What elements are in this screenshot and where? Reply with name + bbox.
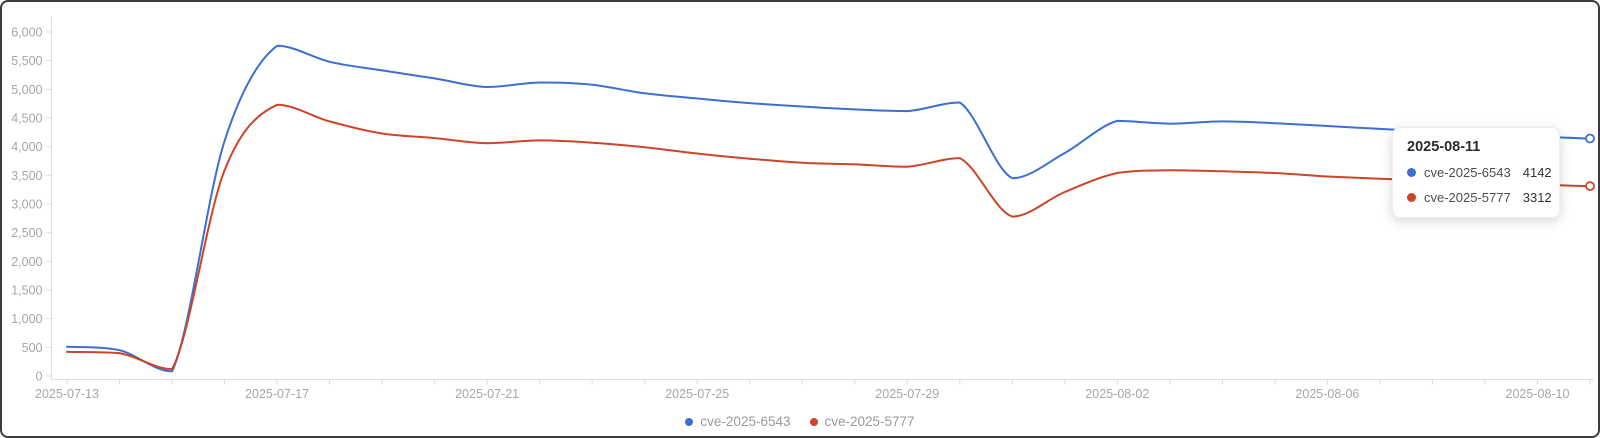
y-axis-label: 5,000 [11, 83, 42, 97]
legend-dot-icon-1 [685, 417, 694, 426]
x-axis-label: 2025-08-06 [1295, 387, 1359, 401]
y-axis-label: 500 [22, 341, 43, 355]
x-axis-label: 2025-07-29 [875, 387, 939, 401]
x-axis-label: 2025-07-25 [665, 387, 729, 401]
y-axis-label: 0 [36, 370, 43, 384]
chart-tooltip: 2025-08-11 cve-2025-6543 4142 cve-2025-5… [1392, 127, 1560, 218]
y-axis-label: 5,500 [11, 54, 42, 68]
data-point-marker-cve-2025-5777 [1585, 181, 1595, 192]
y-axis-label: 2,000 [11, 255, 42, 269]
legend-item-cve-2025-6543[interactable]: cve-2025-6543 [685, 414, 791, 429]
y-axis-label: 1,500 [11, 284, 42, 298]
series-2-dot-icon [1407, 193, 1416, 202]
y-axis-label: 3,500 [11, 169, 42, 183]
x-axis-label: 2025-07-17 [245, 387, 309, 401]
x-axis-label: 2025-08-10 [1506, 387, 1570, 401]
x-axis-label: 2025-07-21 [455, 387, 519, 401]
series-1-dot-icon [1407, 168, 1416, 177]
y-axis-label: 2,500 [11, 226, 42, 240]
legend-item-cve-2025-5777[interactable]: cve-2025-5777 [809, 414, 915, 429]
tooltip-series-2-label: cve-2025-5777 [1424, 190, 1511, 205]
tooltip-row-series-1: cve-2025-6543 4142 [1407, 165, 1552, 180]
tooltip-series-1-label: cve-2025-6543 [1424, 165, 1511, 180]
data-point-marker-cve-2025-6543 [1585, 133, 1595, 144]
legend-dot-icon-2 [809, 417, 818, 426]
tooltip-date: 2025-08-11 [1407, 139, 1481, 155]
legend-label-1: cve-2025-6543 [700, 414, 791, 429]
y-axis-label: 6,000 [11, 26, 42, 40]
x-axis-label: 2025-08-02 [1085, 387, 1149, 401]
y-axis-label: 4,500 [11, 112, 42, 126]
tooltip-series-2-value: 3312 [1522, 190, 1552, 205]
series-line-cve-2025-5777[interactable] [66, 103, 1591, 371]
series-line-cve-2025-6543[interactable] [66, 44, 1591, 373]
y-axis-label: 1,000 [11, 312, 42, 326]
y-axis-label: 3,000 [11, 198, 42, 212]
x-axis-label: 2025-07-13 [35, 387, 99, 401]
y-axis-label: 4,000 [11, 140, 42, 154]
legend-label-2: cve-2025-5777 [824, 414, 915, 429]
tooltip-series-1-value: 4142 [1522, 165, 1552, 180]
tooltip-row-series-2: cve-2025-5777 3312 [1407, 190, 1552, 205]
chart-legend: cve-2025-6543 cve-2025-5777 [2, 414, 1598, 429]
